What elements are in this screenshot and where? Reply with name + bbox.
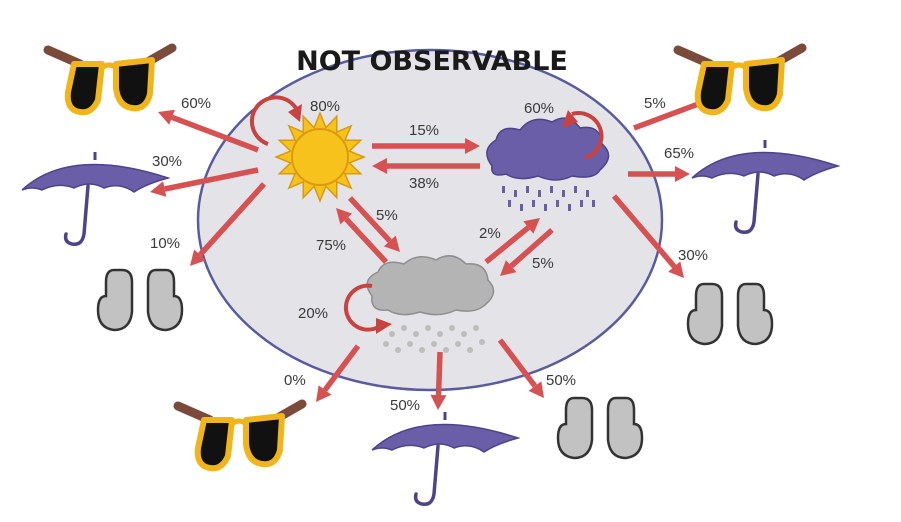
mittens-icon [686,282,774,346]
arrow-snowy-to-rainy [484,218,540,265]
sunglasses-icon [678,48,802,112]
loop-rainy-self [562,110,604,160]
umbrella-icon [20,150,170,247]
mittens-icon [96,268,184,332]
arrow-rainy-to-sunny [372,158,480,174]
umbrella-icon [690,138,840,235]
label-sunny-umbrella: 30% [152,153,182,170]
label-sunny-self: 80% [310,98,340,115]
sunglasses-icon [48,48,172,112]
label-rainy-umbrella: 65% [664,145,694,162]
arrow-rainy-to-snowy [500,227,554,276]
sunglasses-icon [178,404,302,468]
label-snowy-sunglasses: 0% [284,372,306,389]
arrow-sunny-to-mittens [190,182,267,266]
arrow-sunny-to-snowy [347,196,400,252]
arrow-rainy-to-umbrella [628,166,690,182]
arrow-snowy-to-mittens [497,338,544,398]
umbrella-icon [370,410,520,507]
snow-cloud-icon [366,255,495,353]
label-snowy-mittens: 50% [546,372,576,389]
label-snowy-umbrella: 50% [390,397,420,414]
sun-icon [273,110,367,204]
label-snowy-self: 20% [298,305,328,322]
loop-sunny-self [249,95,302,146]
loop-snowy-self [343,283,392,334]
label-snowy-to-rainy: 2% [479,225,501,242]
label-rainy-to-snowy: 5% [532,255,554,272]
label-rainy-self: 60% [524,100,554,117]
arrow-sunny-to-sunglasses [158,109,259,153]
arrow-snowy-to-sunny [336,208,389,264]
label-sunny-to-snowy: 5% [376,207,398,224]
label-sunny-mittens: 10% [150,235,180,252]
label-rainy-mittens: 30% [678,247,708,264]
label-snowy-to-sunny: 75% [316,237,346,254]
mittens-icon [556,396,644,460]
label-sunny-sunglasses: 60% [181,95,211,112]
arrow-snowy-to-sunglasses [316,344,361,402]
hidden-region-title: NOT OBSERVABLE [296,46,568,77]
arrow-rainy-to-mittens [611,194,684,278]
arrows-layer [150,95,714,410]
hidden-states-ellipse [196,48,664,392]
arrow-sunny-to-umbrella [150,167,259,197]
label-rainy-sunglasses: 5% [644,95,666,112]
arrow-snowy-to-umbrella [430,351,447,410]
label-rainy-to-sunny: 38% [409,175,439,192]
rain-cloud-icon [486,117,610,211]
label-sunny-to-rainy: 15% [409,122,439,139]
arrow-sunny-to-rainy [372,138,480,154]
